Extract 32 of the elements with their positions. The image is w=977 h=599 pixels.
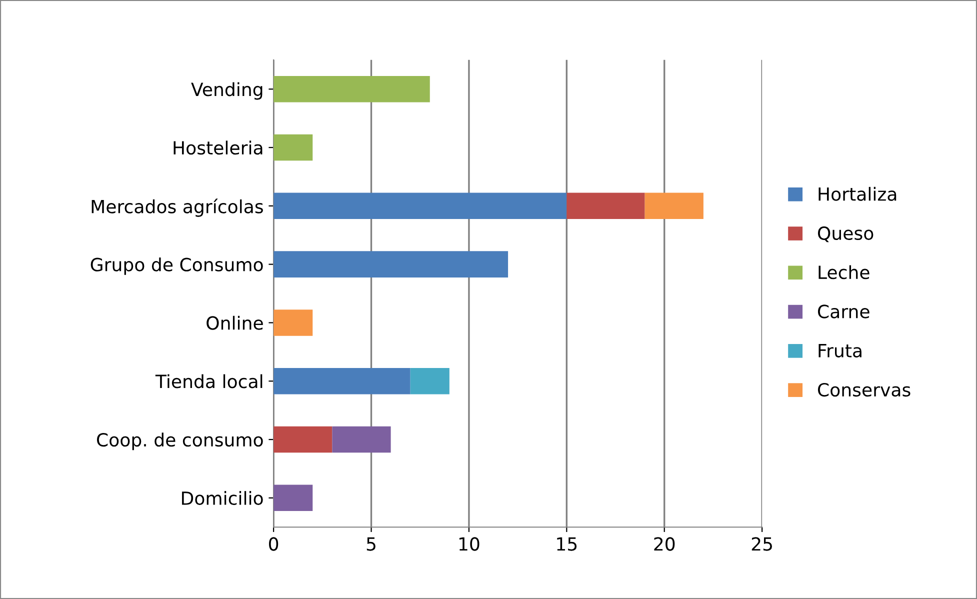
y-tick-label: Domicilio (182, 491, 263, 506)
bar (274, 310, 313, 336)
x-tick-label: 15 (557, 537, 577, 551)
y-tick-label: Online (206, 316, 263, 330)
bar (566, 192, 645, 220)
y-tick-label: Tienda local (155, 374, 262, 388)
x-tick-label: 25 (752, 537, 772, 551)
bar (274, 192, 567, 220)
legend-label: Conservas (818, 382, 910, 397)
bar (410, 368, 450, 394)
bar (274, 368, 410, 394)
legend-label: Carne (818, 304, 870, 318)
y-tick-label: Hosteleria (174, 140, 262, 155)
y-tick-label: Grupo de Consumo (90, 257, 263, 275)
legend-label: Leche (818, 265, 870, 280)
legend-label: Hortaliza (818, 186, 896, 201)
x-tick-label: 5 (366, 537, 376, 551)
y-tick-label: Mercados agrícolas (92, 198, 263, 217)
legend-label: Queso (818, 226, 874, 242)
legend-label: Fruta (818, 344, 862, 358)
x-tick-label: 20 (654, 537, 675, 551)
bar (274, 251, 508, 278)
bar (274, 134, 313, 161)
bar (644, 192, 704, 220)
y-tick-label: Vending (191, 82, 262, 100)
bar (274, 484, 313, 512)
bar (332, 426, 391, 453)
x-tick-label: 0 (269, 537, 278, 551)
y-tick-label: Coop. de consumo (96, 432, 263, 450)
bar (274, 76, 430, 102)
bar (274, 426, 332, 453)
x-tick-label: 10 (459, 537, 480, 551)
